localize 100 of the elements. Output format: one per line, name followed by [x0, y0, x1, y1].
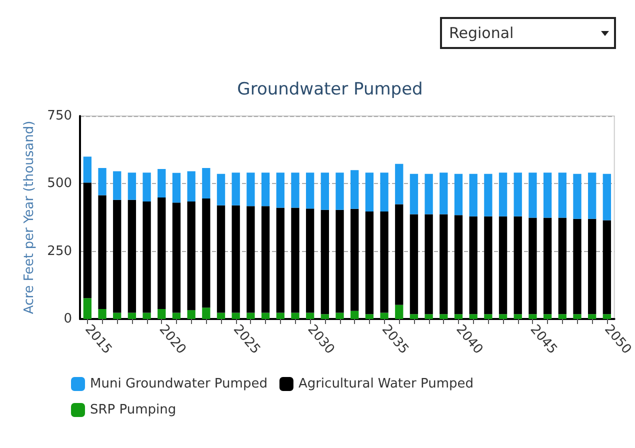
bar — [543, 314, 552, 319]
y-tick-label: 0 — [64, 312, 72, 326]
bar — [410, 214, 418, 314]
bar — [98, 308, 106, 319]
bar — [424, 214, 433, 314]
bar — [172, 312, 181, 319]
bar — [498, 314, 508, 319]
bar — [83, 156, 92, 183]
bar — [498, 216, 508, 314]
bar — [98, 168, 106, 196]
bar — [306, 312, 314, 319]
bar — [113, 312, 122, 319]
bar — [484, 174, 492, 216]
bar — [291, 312, 300, 319]
bar — [172, 202, 181, 313]
bar — [276, 312, 284, 319]
bar — [246, 206, 255, 313]
bar — [528, 172, 537, 218]
bar — [158, 169, 166, 198]
bar — [142, 202, 151, 313]
bar — [573, 174, 582, 219]
bar — [291, 172, 300, 208]
bar — [158, 197, 166, 309]
bar — [336, 172, 344, 210]
bar — [424, 314, 433, 319]
bar — [395, 204, 404, 305]
bar — [246, 172, 255, 206]
bar — [543, 172, 552, 218]
bar — [142, 172, 151, 202]
bar — [528, 314, 537, 319]
bar — [261, 312, 270, 319]
bar — [543, 218, 552, 314]
bar — [528, 218, 537, 314]
bar — [350, 170, 359, 209]
bar — [380, 312, 388, 319]
bar — [484, 216, 492, 314]
bar — [469, 216, 478, 314]
bar — [602, 174, 612, 220]
bar — [440, 214, 448, 314]
bar — [454, 314, 463, 319]
legend-label: Muni Groundwater Pumped — [90, 376, 268, 392]
y-tick-label: 250 — [47, 244, 72, 259]
bar — [246, 312, 255, 319]
bar — [187, 202, 196, 310]
bar — [232, 312, 240, 319]
bar — [261, 206, 270, 313]
bar — [440, 172, 448, 214]
bar — [113, 171, 122, 200]
bar — [261, 172, 270, 206]
bar — [202, 198, 210, 308]
bar — [336, 210, 344, 313]
bar — [588, 172, 596, 219]
bar — [350, 208, 359, 311]
bar — [558, 218, 566, 314]
bar — [216, 174, 226, 206]
bar — [187, 171, 196, 202]
bar — [128, 200, 136, 313]
bar — [558, 314, 566, 319]
y-tick-label: 750 — [47, 108, 72, 124]
bar — [424, 174, 433, 214]
bar — [187, 310, 196, 319]
bar — [573, 218, 582, 314]
bar — [320, 210, 329, 314]
bar — [158, 308, 166, 319]
bar — [365, 314, 374, 319]
chart-title: Groundwater Pumped — [237, 80, 423, 100]
bar — [202, 308, 210, 319]
bar — [98, 195, 106, 309]
bar — [113, 200, 122, 313]
bar — [202, 168, 210, 199]
bar — [276, 172, 284, 208]
bar — [380, 172, 388, 212]
y-axis-title: Acre Feet per Year (thousand) — [22, 120, 37, 314]
bar — [454, 174, 463, 216]
bar — [128, 312, 136, 319]
bar — [83, 182, 92, 298]
bar — [306, 208, 314, 313]
legend-label: SRP Pumping — [90, 402, 176, 418]
legend-label: Agricultural Water Pumped — [298, 376, 474, 392]
dropdown: Regional — [440, 17, 616, 49]
bar — [602, 314, 612, 319]
bar — [232, 205, 240, 313]
bar — [454, 215, 463, 314]
bar — [142, 312, 151, 319]
bar — [291, 208, 300, 313]
bar — [514, 314, 522, 319]
bar — [83, 298, 92, 319]
bar — [350, 310, 359, 319]
bar — [410, 174, 418, 214]
bar — [469, 314, 478, 319]
bar — [395, 164, 404, 204]
bar — [306, 172, 314, 209]
bar — [410, 314, 418, 319]
bar — [380, 212, 388, 313]
bar — [320, 172, 329, 210]
bar — [588, 314, 596, 319]
bar — [232, 172, 240, 206]
bar — [172, 172, 181, 203]
bar — [320, 314, 329, 319]
bar — [573, 314, 582, 319]
